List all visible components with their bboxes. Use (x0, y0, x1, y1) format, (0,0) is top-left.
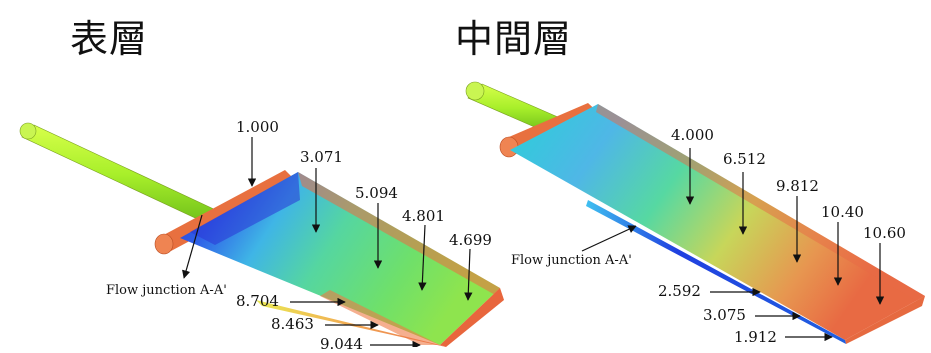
left-value-label: 5.094 (355, 184, 398, 202)
left-value-label: 8.704 (236, 292, 279, 310)
right-value-label: 2.592 (658, 282, 701, 300)
left-value-label: 9.044 (320, 335, 363, 353)
left-value-label: 1.000 (236, 118, 279, 136)
right-value-label: 6.512 (723, 150, 766, 168)
left-value-label: 3.071 (300, 148, 343, 166)
right-value-label: 10.60 (863, 224, 906, 242)
left-arrows (182, 137, 473, 347)
panel-title-surface: 表層 (70, 17, 149, 61)
right-value-label: 1.912 (734, 328, 777, 346)
left-flow-junction-label: Flow junction A-A' (106, 283, 227, 298)
right-value-label: 9.812 (776, 177, 819, 195)
left-value-label: 4.699 (449, 231, 492, 249)
right-model (465, 81, 925, 344)
right-arrows (581, 148, 885, 342)
panel-title-middle: 中間層 (455, 17, 573, 61)
right-value-label: 10.40 (821, 203, 864, 221)
left-value-label: 4.801 (402, 207, 445, 225)
right-flow-junction-label: Flow junction A-A' (511, 253, 632, 268)
right-value-label: 4.000 (671, 126, 714, 144)
left-model (19, 122, 504, 347)
right-value-label: 3.075 (703, 306, 746, 324)
left-value-label: 8.463 (271, 315, 314, 333)
